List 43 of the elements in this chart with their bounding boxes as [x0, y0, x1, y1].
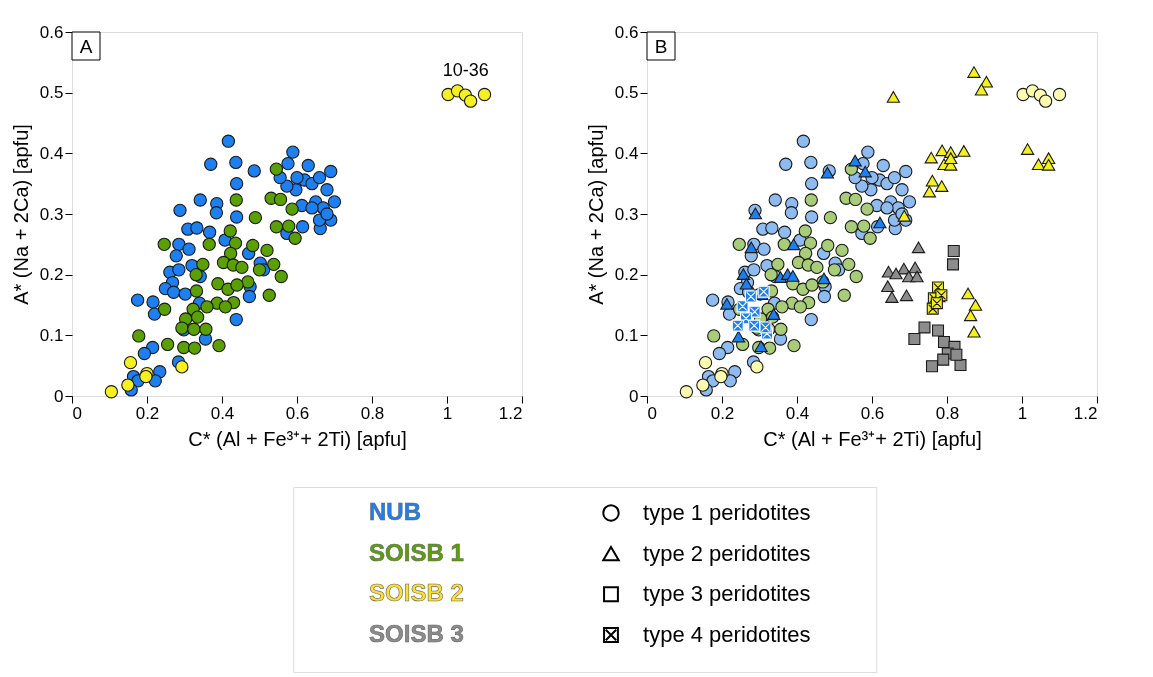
x-tick-label: 0.8 — [935, 403, 960, 423]
y-tick-label: 0.6 — [39, 22, 64, 42]
y-tick-label: 0.6 — [614, 22, 639, 42]
x-axis-title: C* (Al + Fe³⁺+ 2Ti) [apfu] — [763, 427, 982, 450]
legend-label: SOISB 3 — [369, 620, 464, 647]
y-tick-label: 0.4 — [614, 143, 639, 163]
legend-label: type 1 peridotites — [643, 499, 811, 525]
y-tick-label: 0.2 — [614, 265, 639, 285]
legend-label: SOISB 1 — [369, 538, 464, 566]
x-axis-title: C* (Al + Fe³⁺+ 2Ti) [apfu] — [188, 427, 407, 450]
x-tick-label: 0 — [72, 403, 82, 423]
x-tick-label: 0.2 — [710, 403, 735, 423]
x-tick-label: 0.6 — [860, 403, 885, 423]
x-tick-label: 0.4 — [785, 403, 810, 423]
y-tick-label: 0.1 — [39, 325, 64, 345]
x-tick-label: 0.2 — [135, 403, 160, 423]
x-tick-label: 1 — [1017, 403, 1028, 423]
x-tick-label: 1 — [442, 403, 453, 423]
x-tick-label: 1.2 — [1073, 403, 1098, 423]
x-tick-label: 0.4 — [210, 403, 235, 423]
x-tick-label: 0.8 — [360, 403, 385, 423]
y-tick-label: 0.1 — [614, 325, 639, 345]
y-tick-label: 0.4 — [39, 143, 64, 163]
y-tick-label: 0.3 — [614, 204, 639, 224]
y-tick-label: 0 — [629, 386, 639, 406]
y-axis-title: A* (Na + 2Ca) [apfu] — [9, 124, 32, 305]
y-axis-title: A* (Na + 2Ca) [apfu] — [584, 124, 607, 305]
y-tick-label: 0.2 — [39, 265, 64, 285]
y-tick-label: 0.5 — [614, 83, 639, 103]
annotation: 10-36 — [442, 59, 489, 80]
x-tick-label: 1.2 — [498, 403, 523, 423]
y-tick-label: 0 — [54, 386, 64, 406]
legend-label: NUB — [369, 497, 422, 525]
annotation: B — [654, 36, 668, 57]
y-tick-label: 0.5 — [39, 83, 64, 103]
legend-label: type 2 peridotites — [643, 540, 811, 566]
x-tick-label: 0.6 — [285, 403, 310, 423]
legend-label: type 3 peridotites — [643, 581, 811, 607]
annotation: A — [79, 36, 93, 57]
legend-label: type 4 peridotites — [643, 622, 811, 647]
y-tick-label: 0.3 — [39, 204, 64, 224]
x-tick-label: 0 — [647, 403, 657, 423]
legend-label: SOISB 2 — [369, 579, 464, 607]
